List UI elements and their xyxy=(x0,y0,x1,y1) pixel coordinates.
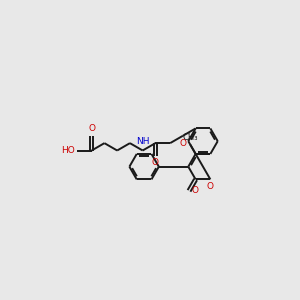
Text: O: O xyxy=(191,186,198,195)
Text: O: O xyxy=(179,139,186,148)
Text: O: O xyxy=(152,158,159,167)
Text: O: O xyxy=(207,182,214,191)
Text: NH: NH xyxy=(136,137,149,146)
Text: HO: HO xyxy=(61,146,75,155)
Text: O: O xyxy=(88,124,95,133)
Text: CH₃: CH₃ xyxy=(182,133,198,142)
